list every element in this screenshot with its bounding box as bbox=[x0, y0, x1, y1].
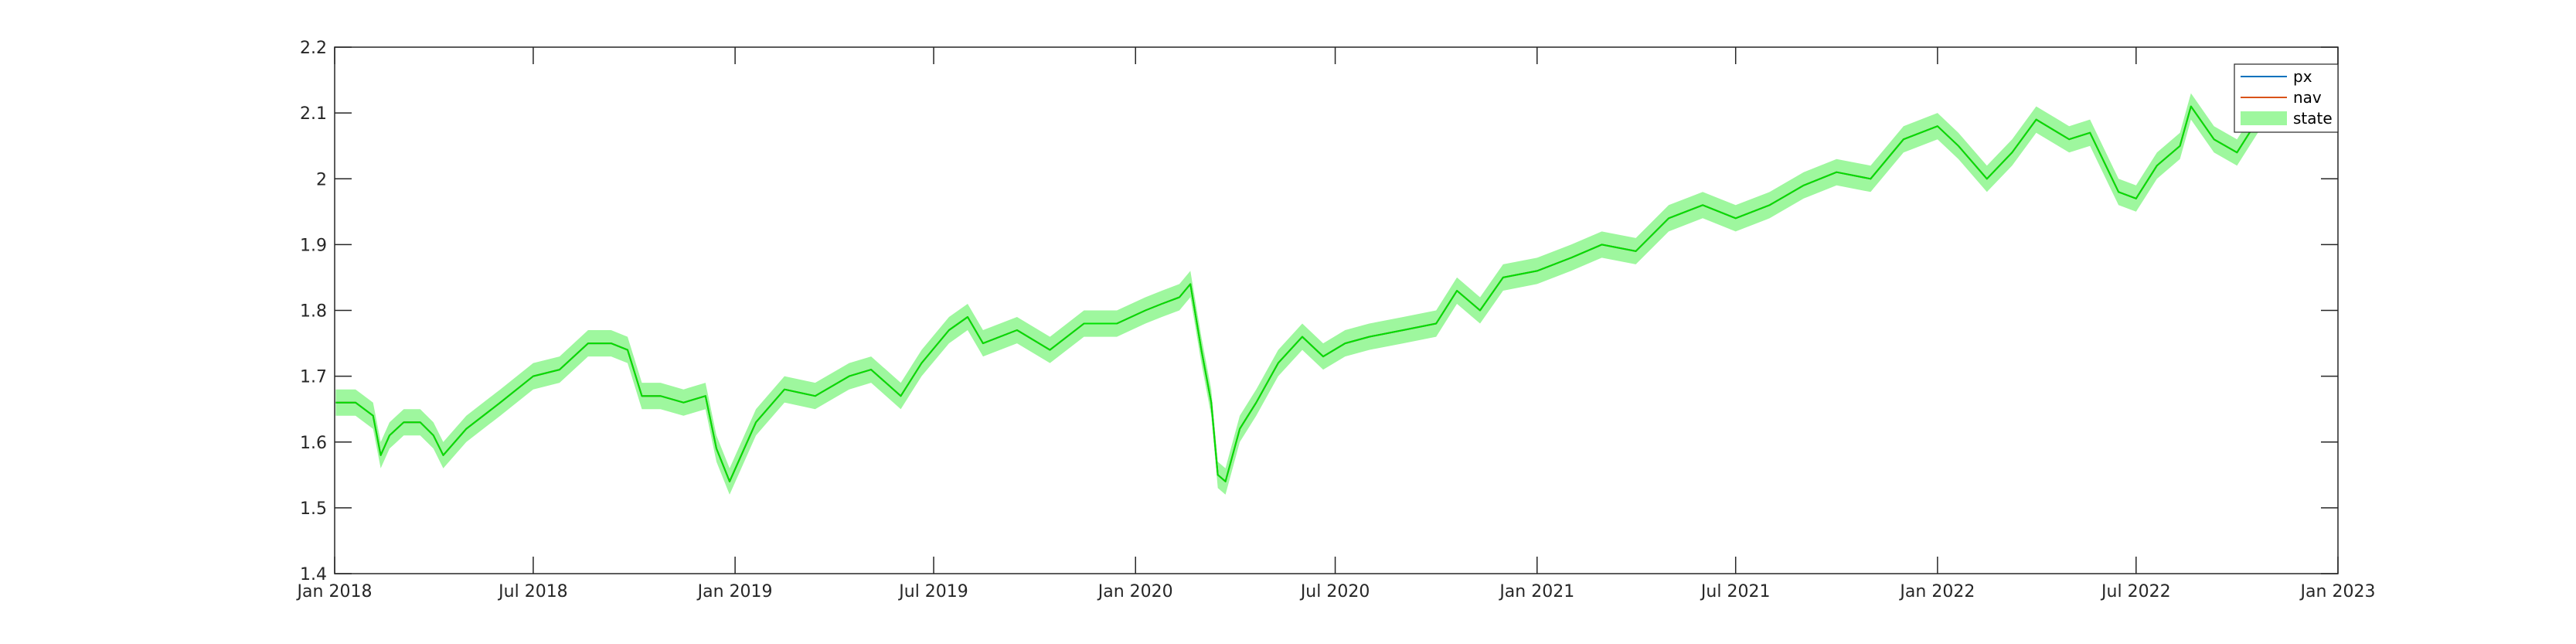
x-tick-label: Jan 2022 bbox=[1898, 582, 1975, 601]
x-tick-label: Jan 2020 bbox=[1097, 582, 1173, 601]
x-tick-label: Jul 2022 bbox=[2100, 582, 2171, 601]
x-tick-label: Jan 2018 bbox=[296, 582, 373, 601]
y-tick-label: 1.6 bbox=[300, 434, 327, 453]
legend-swatch-state bbox=[2241, 111, 2287, 125]
x-tick-label: Jan 2023 bbox=[2299, 582, 2376, 601]
legend-label-nav: nav bbox=[2293, 88, 2322, 107]
y-tick-label: 1.9 bbox=[300, 236, 327, 255]
y-tick-label: 2.1 bbox=[300, 104, 327, 124]
legend: px nav state bbox=[2234, 63, 2339, 133]
state-band-layer bbox=[335, 93, 2258, 495]
x-tick-label: Jul 2018 bbox=[497, 582, 568, 601]
y-tick-label: 1.8 bbox=[300, 302, 327, 322]
x-tick-label: Jul 2021 bbox=[1700, 582, 1771, 601]
x-tick-label: Jan 2019 bbox=[696, 582, 773, 601]
x-axis: Jan 2018 Jul 2018 Jan 2019 Jul 2019 Jan 2020… bbox=[296, 47, 2376, 601]
x-tick-label: Jan 2021 bbox=[1498, 582, 1574, 601]
y-tick-label: 1.4 bbox=[300, 565, 327, 584]
y-tick-label: 2.2 bbox=[300, 39, 327, 58]
legend-label-state: state bbox=[2293, 109, 2333, 128]
series-line-state bbox=[335, 105, 2259, 482]
series-lines-layer bbox=[335, 105, 2259, 482]
axes-background bbox=[335, 47, 2338, 574]
y-tick-label: 1.5 bbox=[300, 499, 327, 519]
state-confidence-band bbox=[335, 93, 2258, 495]
y-tick-label: 1.7 bbox=[300, 368, 327, 387]
y-tick-label: 2 bbox=[316, 170, 327, 189]
y-axis: 1.4 1.5 1.6 1.7 1.8 1.9 2 2.1 2.2 bbox=[300, 39, 2338, 584]
legend-label-px: px bbox=[2293, 67, 2312, 86]
x-tick-label: Jul 2020 bbox=[1299, 582, 1370, 601]
x-tick-label: Jul 2019 bbox=[897, 582, 968, 601]
